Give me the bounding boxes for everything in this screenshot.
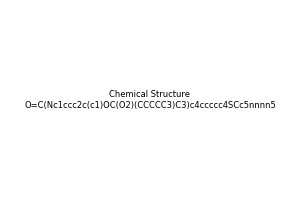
- Text: Chemical Structure
O=C(Nc1ccc2c(c1)OC(O2)(CCCCC3)C3)c4ccccc4SCc5nnnn5: Chemical Structure O=C(Nc1ccc2c(c1)OC(O2…: [24, 90, 276, 110]
